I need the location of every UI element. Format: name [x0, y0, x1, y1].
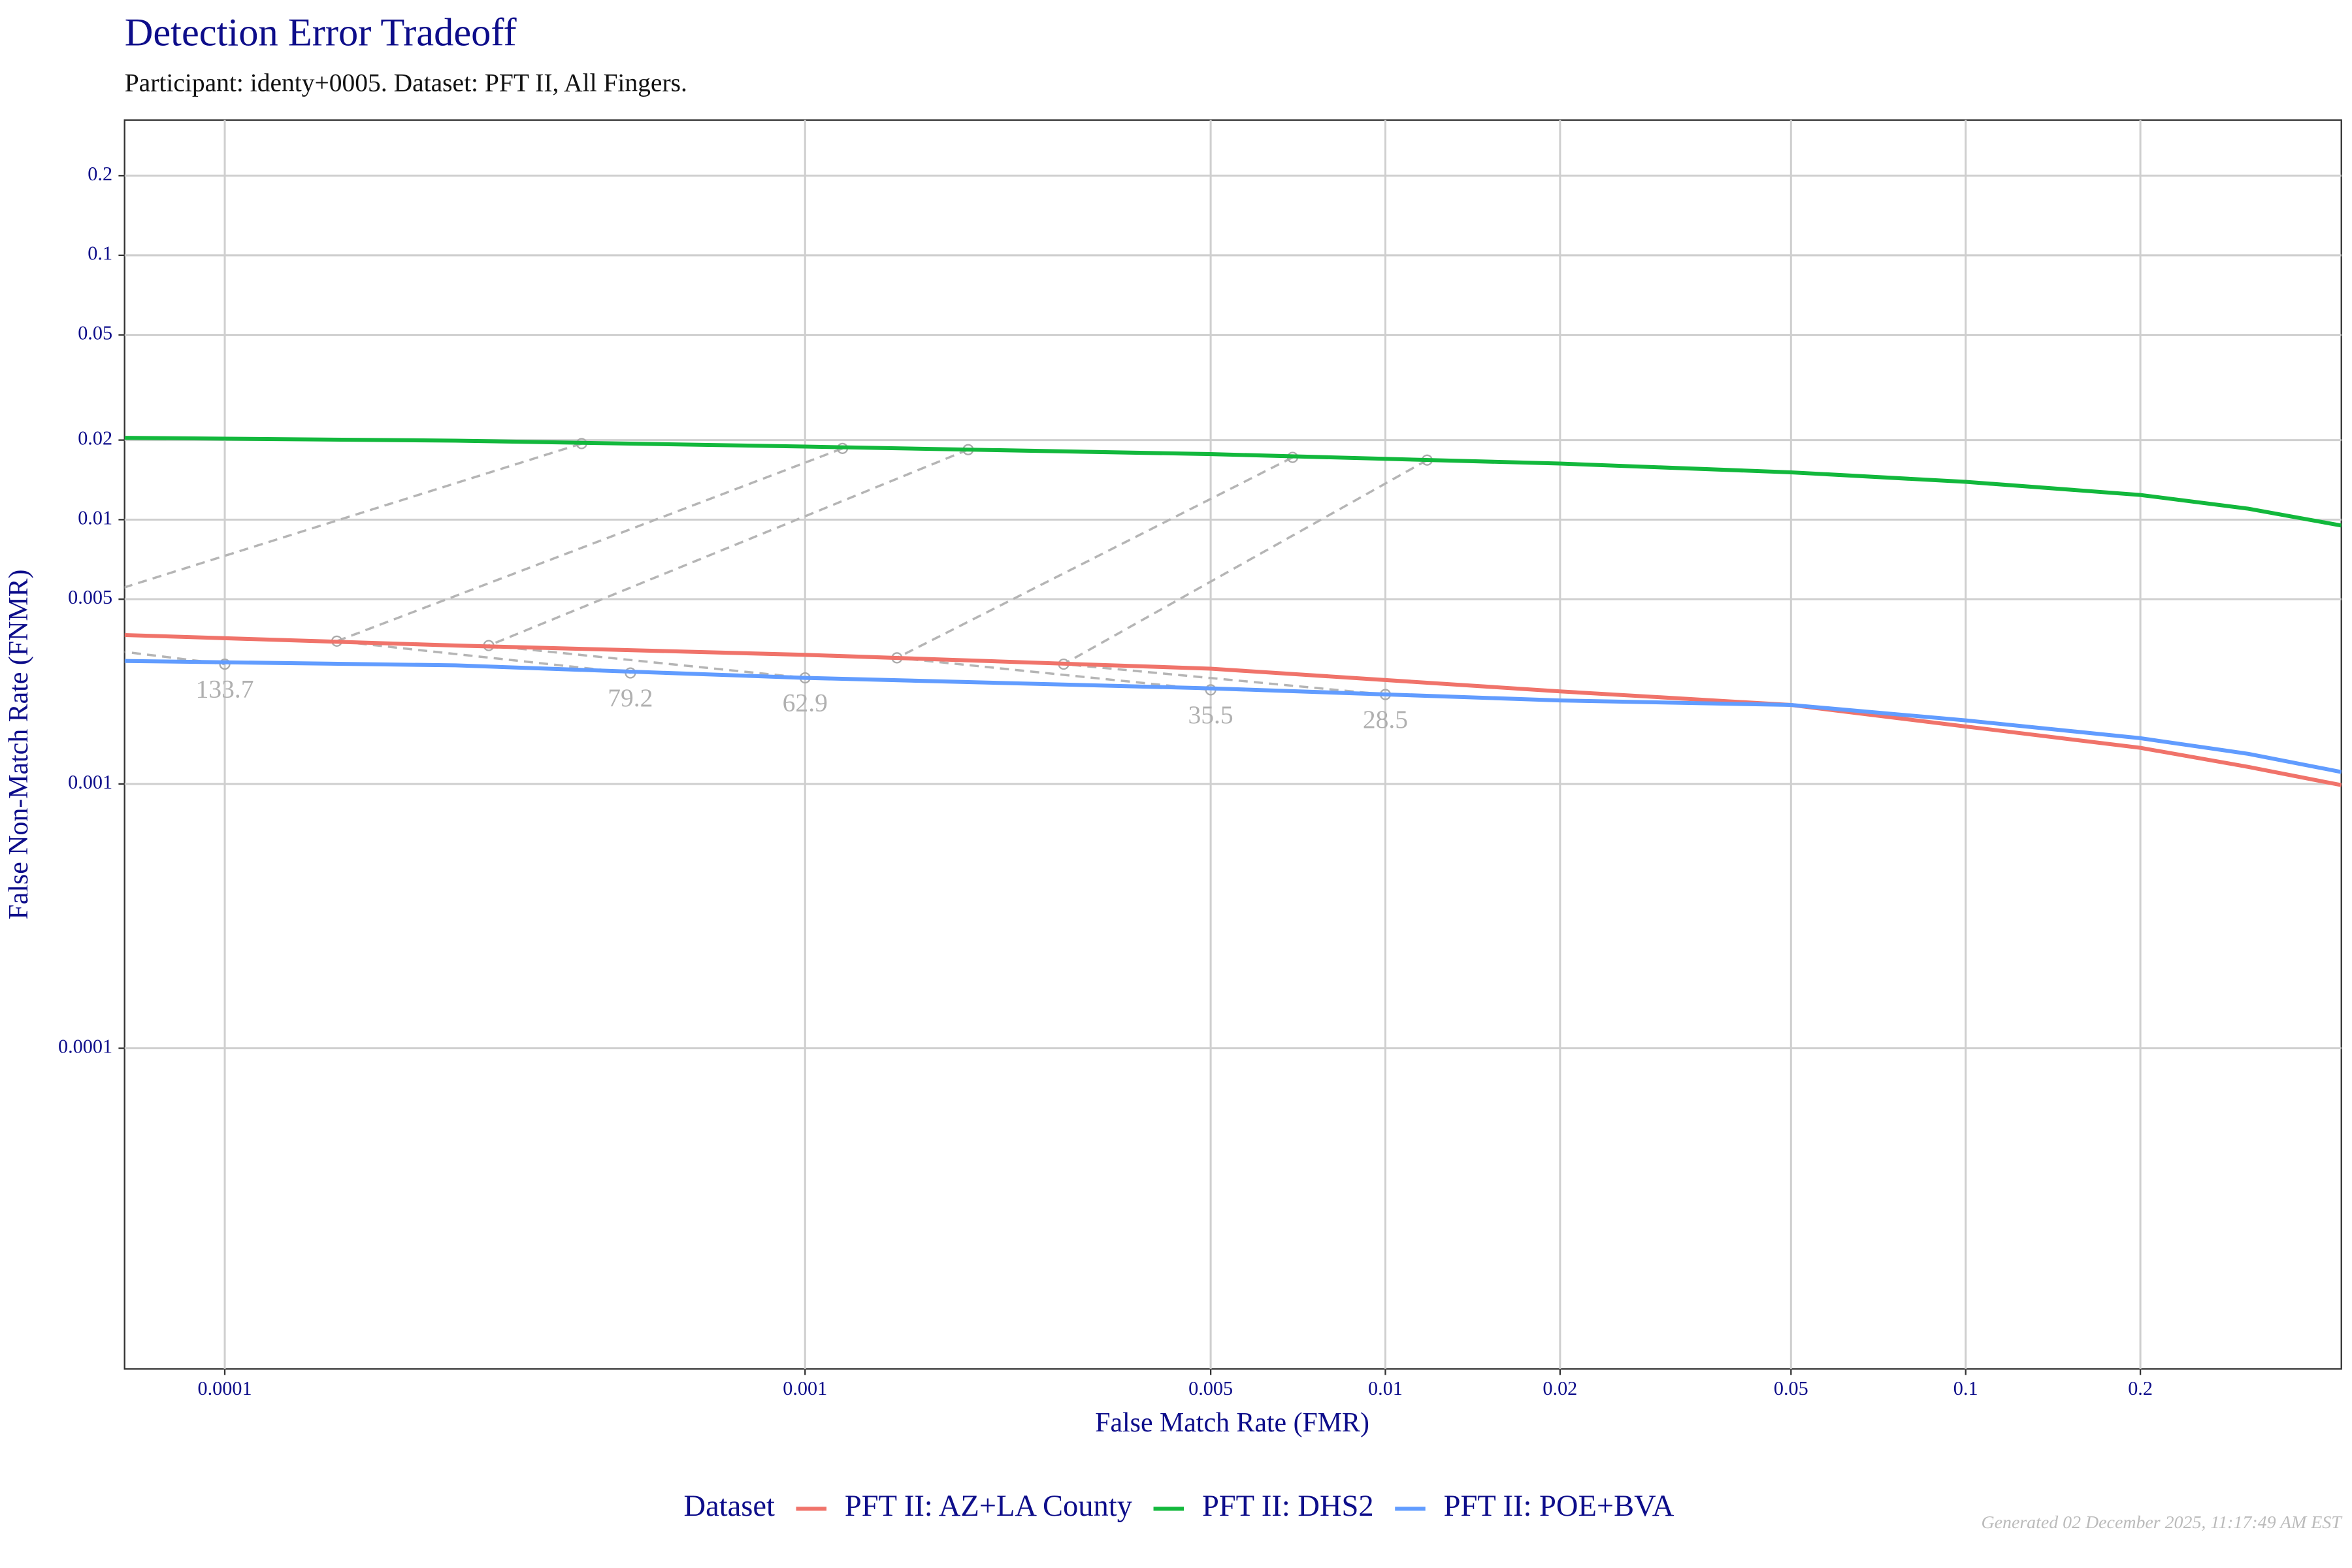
y-tick-label: 0.001: [68, 771, 112, 793]
x-tick-label: 0.1: [1953, 1377, 1978, 1399]
y-tick-label: 0.05: [78, 322, 112, 344]
chart-subtitle: Participant: identy+0005. Dataset: PFT I…: [125, 68, 687, 97]
series-line: [124, 659, 2342, 774]
x-tick-label: 0.001: [783, 1377, 827, 1399]
legend: Dataset PFT II: AZ+LA County PFT II: DHS2 P…: [684, 1490, 1674, 1523]
grid: 0.0001 0.001 0.005 0.01 0.02 0.05 0.1 0.2 0.2 0.1…: [58, 120, 2342, 1399]
threshold-label: 79.2: [608, 683, 653, 712]
chart-title: Detection Error Tradeoff: [125, 11, 517, 55]
series-line: [124, 436, 2342, 528]
threshold-label: 133.7: [196, 674, 254, 703]
legend-label: PFT II: POE+BVA: [1444, 1490, 1674, 1523]
x-tick-label: 0.05: [1774, 1377, 1808, 1399]
x-tick-label: 0.02: [1543, 1377, 1577, 1399]
x-tick-label: 0.0001: [197, 1377, 252, 1399]
y-tick-label: 0.2: [88, 163, 112, 185]
x-axis-label: False Match Rate (FMR): [1095, 1408, 1369, 1438]
y-tick-label: 0.1: [88, 242, 112, 265]
threshold-label: 35.5: [1188, 700, 1233, 729]
plot-panel: [123, 119, 2342, 1370]
x-tick-label: 0.01: [1368, 1377, 1403, 1399]
plot-area: 133.7 79.2 62.9 35.5 28.5: [124, 436, 2342, 787]
series-line: [124, 632, 2342, 787]
y-axis-label: False Non-Match Rate (FNMR): [4, 570, 34, 920]
y-tick-label: 0.0001: [58, 1035, 112, 1057]
threshold-label: 62.9: [783, 688, 828, 717]
legend-label: PFT II: AZ+LA County: [845, 1490, 1133, 1523]
y-tick-label: 0.005: [68, 586, 112, 608]
y-tick-label: 0.01: [78, 506, 112, 529]
legend-title: Dataset: [684, 1490, 776, 1523]
x-tick-label: 0.005: [1188, 1377, 1233, 1399]
threshold-link: [336, 447, 843, 674]
footer: Generated 02 December 2025, 11:17:49 AM …: [1981, 1512, 2343, 1533]
y-tick-label: 0.02: [78, 427, 112, 449]
threshold-label: 28.5: [1363, 705, 1408, 734]
legend-label: PFT II: DHS2: [1202, 1490, 1374, 1523]
x-tick-label: 0.2: [2128, 1377, 2153, 1399]
